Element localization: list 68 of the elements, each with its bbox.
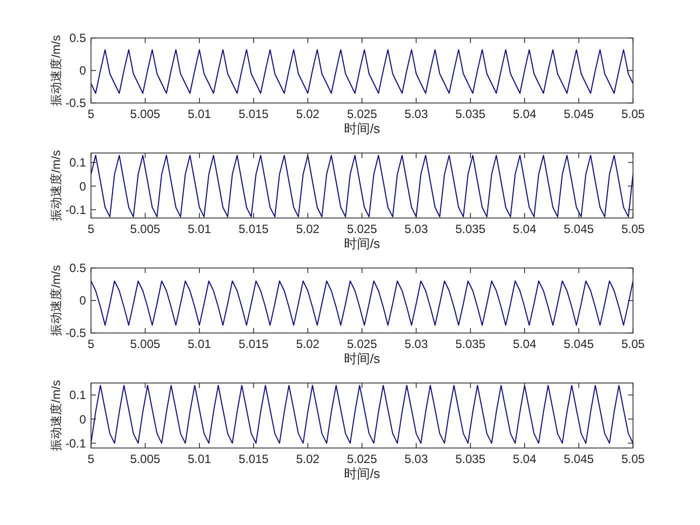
x-tick-label: 5.035 (455, 107, 486, 121)
x-tick-label: 5.02 (296, 107, 320, 121)
y-tick-label: -0.1 (65, 202, 86, 217)
x-tick-label: 5.02 (296, 452, 320, 466)
x-tick-label: 5.005 (130, 452, 161, 466)
y-axis-title: 振动速度/m/s (49, 150, 63, 221)
y-tick-label: 0.1 (69, 156, 86, 170)
x-tick-label: 5 (88, 222, 95, 236)
y-tick-label: 0 (79, 412, 86, 426)
x-tick-label: 5.02 (296, 337, 320, 351)
line-series (91, 49, 633, 94)
y-tick-label: 0 (79, 179, 86, 194)
x-tick-label: 5.045 (564, 107, 594, 121)
x-tick-label: 5.025 (346, 337, 378, 351)
x-tick-label: 5.04 (512, 337, 537, 351)
x-tick-label: 5.015 (238, 452, 269, 466)
x-tick-label: 5.04 (512, 222, 537, 236)
y-tick-label: 0.5 (69, 261, 86, 276)
x-tick-label: 5.01 (188, 337, 212, 351)
x-tick-label: 5.045 (564, 337, 594, 351)
x-tick-label: 5.04 (512, 107, 537, 121)
x-tick-label: 5.025 (346, 222, 378, 236)
x-tick-label: 5.015 (238, 222, 269, 236)
x-axis-title: 时间/s (344, 466, 381, 481)
x-tick-label: 5 (88, 452, 95, 466)
x-axis-title: 时间/s (344, 121, 381, 136)
x-tick-label: 5.005 (130, 107, 161, 121)
x-tick-label: 5.03 (404, 107, 428, 121)
x-tick-label: 5.03 (404, 452, 428, 466)
x-tick-label: 5.05 (621, 337, 645, 351)
y-tick-label: -0.5 (65, 326, 86, 340)
x-tick-label: 5.035 (455, 452, 486, 466)
x-axis-title: 时间/s (344, 236, 381, 251)
x-tick-label: 5.035 (455, 222, 486, 236)
x-tick-label: 5.005 (130, 222, 161, 236)
line-series (91, 280, 633, 326)
x-tick-label: 5.015 (238, 337, 269, 351)
y-tick-label: 0 (79, 294, 86, 308)
x-tick-label: 5.01 (188, 222, 212, 236)
x-tick-label: 5.05 (621, 107, 645, 121)
x-tick-label: 5.03 (404, 337, 428, 351)
x-tick-label: 5.045 (564, 452, 594, 466)
x-tick-label: 5 (88, 107, 95, 121)
x-tick-label: 5.045 (564, 222, 594, 236)
x-tick-label: 5.01 (188, 452, 212, 466)
y-axis-title: 振动速度/m/s (49, 35, 63, 106)
y-tick-label: 0 (79, 64, 86, 78)
x-tick-label: 5.02 (296, 222, 320, 236)
x-tick-label: 5.03 (404, 222, 428, 236)
x-tick-label: 5.025 (346, 107, 378, 121)
x-tick-label: 5.04 (512, 452, 537, 466)
y-tick-label: -0.5 (65, 96, 86, 110)
line-series (91, 384, 633, 444)
x-axis-title: 时间/s (344, 351, 381, 366)
y-axis-title: 振动速度/m/s (49, 265, 63, 336)
y-tick-label: -0.1 (65, 436, 86, 450)
x-tick-label: 5.005 (130, 337, 161, 351)
y-axis-title: 振动速度/m/s (49, 380, 63, 451)
y-tick-label: 0.1 (69, 388, 86, 402)
y-tick-label: 0.5 (69, 31, 86, 46)
line-series (91, 154, 633, 218)
x-tick-label: 5.05 (621, 452, 645, 466)
x-tick-label: 5.025 (346, 452, 378, 466)
x-tick-label: 5.035 (455, 337, 486, 351)
x-tick-label: 5.015 (238, 107, 269, 121)
x-tick-label: 5.01 (188, 107, 212, 121)
x-tick-label: 5.05 (621, 222, 645, 236)
x-tick-label: 5 (88, 337, 95, 351)
